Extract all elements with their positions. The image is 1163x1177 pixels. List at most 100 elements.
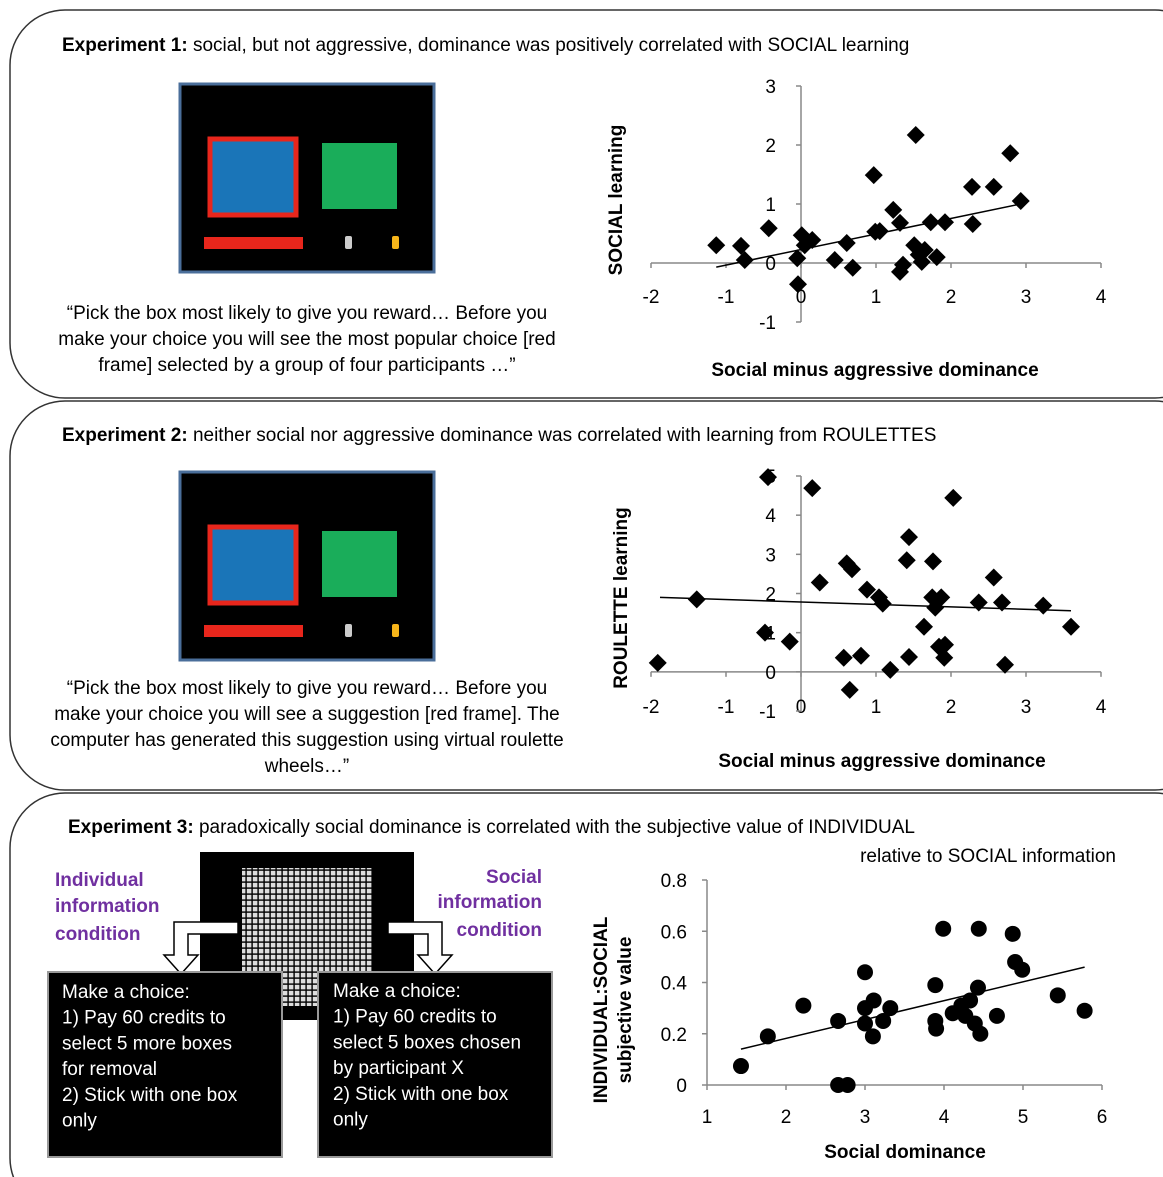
x-tick-label: 1 — [702, 1107, 713, 1128]
point — [936, 213, 954, 231]
task-screen — [180, 84, 434, 272]
choice-text: 2) Stick with one box — [62, 1085, 238, 1106]
point — [1001, 144, 1019, 162]
y-tick-label: -1 — [759, 313, 776, 334]
choice-text: by participant X — [333, 1058, 464, 1079]
point — [924, 552, 942, 570]
y-tick-label: 0.8 — [661, 871, 687, 892]
x-tick-label: 4 — [1096, 697, 1107, 718]
x-tick-label: 2 — [781, 1107, 792, 1128]
point — [1012, 192, 1030, 210]
point — [898, 551, 916, 569]
point — [1077, 1003, 1093, 1019]
quote-line: computer has generated this suggestion u… — [50, 730, 563, 751]
point — [972, 1026, 988, 1042]
y-tick-label: -1 — [759, 702, 776, 723]
choice-text: for removal — [62, 1059, 157, 1080]
point — [865, 1028, 881, 1044]
point — [1034, 597, 1052, 615]
x-tick-label: 4 — [1096, 287, 1107, 308]
x-tick-label: 2 — [946, 697, 957, 718]
point — [985, 178, 1003, 196]
heading-text: paradoxically social dominance is correl… — [199, 817, 915, 838]
point — [844, 259, 862, 277]
point — [970, 980, 986, 996]
x-tick-label: 5 — [1018, 1107, 1029, 1128]
y-tick-label: 2 — [765, 585, 776, 606]
point — [1005, 926, 1021, 942]
point — [970, 594, 988, 612]
heading-label: Experiment 3: — [68, 817, 194, 838]
y-tick-label: 0.4 — [661, 974, 688, 995]
quote-line: “Pick the box most likely to give you re… — [67, 678, 547, 699]
point — [915, 618, 933, 636]
figure: Experiment 1: social, but not aggressive… — [0, 0, 1163, 1177]
heading-text: social, but not aggressive, dominance wa… — [193, 35, 909, 56]
y-axis-title: INDIVIDUAL:SOCIAL — [591, 916, 612, 1103]
condition-label: condition — [55, 924, 140, 945]
point — [927, 977, 943, 993]
x-axis-title: Social dominance — [824, 1142, 986, 1163]
point — [852, 647, 870, 665]
choice-text: only — [333, 1110, 368, 1131]
heading-label: Experiment 2: — [62, 425, 188, 446]
x-tick-label: 1 — [871, 287, 882, 308]
x-tick-label: 0 — [796, 697, 807, 718]
choice-text: 1) Pay 60 credits to — [333, 1007, 497, 1028]
heading-label: Experiment 1: — [62, 35, 188, 56]
page: {"panels": [ {"heading_label": "Experime… — [0, 0, 1163, 1177]
point — [760, 219, 778, 237]
point — [963, 178, 981, 196]
trendline — [741, 967, 1085, 1049]
y-tick-label: 3 — [765, 545, 776, 566]
y-tick-label: 3 — [765, 77, 776, 98]
y-axis-title: SOCIAL learning — [606, 125, 627, 276]
point — [964, 215, 982, 233]
x-tick-label: 2 — [946, 287, 957, 308]
task-screen — [180, 472, 434, 660]
point — [826, 251, 844, 269]
point — [811, 574, 829, 592]
point — [688, 590, 706, 608]
y-axis-title: subjective value — [615, 937, 636, 1084]
choice-text: Make a choice: — [333, 981, 461, 1002]
point — [838, 234, 856, 252]
choice-text: 2) Stick with one box — [333, 1084, 509, 1105]
point — [865, 166, 883, 184]
x-tick-label: -2 — [643, 697, 660, 718]
point — [907, 126, 925, 144]
heading-text: relative to SOCIAL information — [860, 846, 1116, 867]
condition-label: information — [55, 896, 160, 917]
x-tick-label: -1 — [718, 287, 735, 308]
heading: Experiment 3: paradoxically social domin… — [68, 817, 915, 838]
x-tick-label: 3 — [860, 1107, 871, 1128]
point — [830, 1013, 846, 1029]
x-tick-label: 1 — [871, 697, 882, 718]
x-tick-label: 4 — [939, 1107, 950, 1128]
quote-line: “Pick the box most likely to give you re… — [67, 303, 547, 324]
choice-text: only — [62, 1111, 97, 1132]
point — [733, 1058, 749, 1074]
y-tick-label: 4 — [765, 506, 776, 527]
point — [1062, 618, 1080, 636]
point — [795, 998, 811, 1014]
point — [803, 479, 821, 497]
y-tick-label: 0.6 — [661, 922, 687, 943]
point — [882, 1000, 898, 1016]
quote-line: make your choice you will see the most p… — [58, 329, 555, 350]
point — [840, 1077, 856, 1093]
condition-label: condition — [457, 920, 542, 941]
point — [841, 681, 859, 699]
heading-text: neither social nor aggressive dominance … — [193, 425, 936, 446]
choice-text: select 5 more boxes — [62, 1033, 232, 1054]
point — [781, 633, 799, 651]
point — [935, 921, 951, 937]
heading: Experiment 1: social, but not aggressive… — [62, 35, 909, 56]
choice-text: select 5 boxes chosen — [333, 1032, 521, 1053]
point — [989, 1008, 1005, 1024]
point — [649, 654, 667, 672]
y-tick-label: 0.2 — [661, 1025, 687, 1046]
point — [835, 649, 853, 667]
quote-line: wheels…” — [264, 756, 349, 777]
x-axis-title: Social minus aggressive dominance — [711, 360, 1038, 381]
